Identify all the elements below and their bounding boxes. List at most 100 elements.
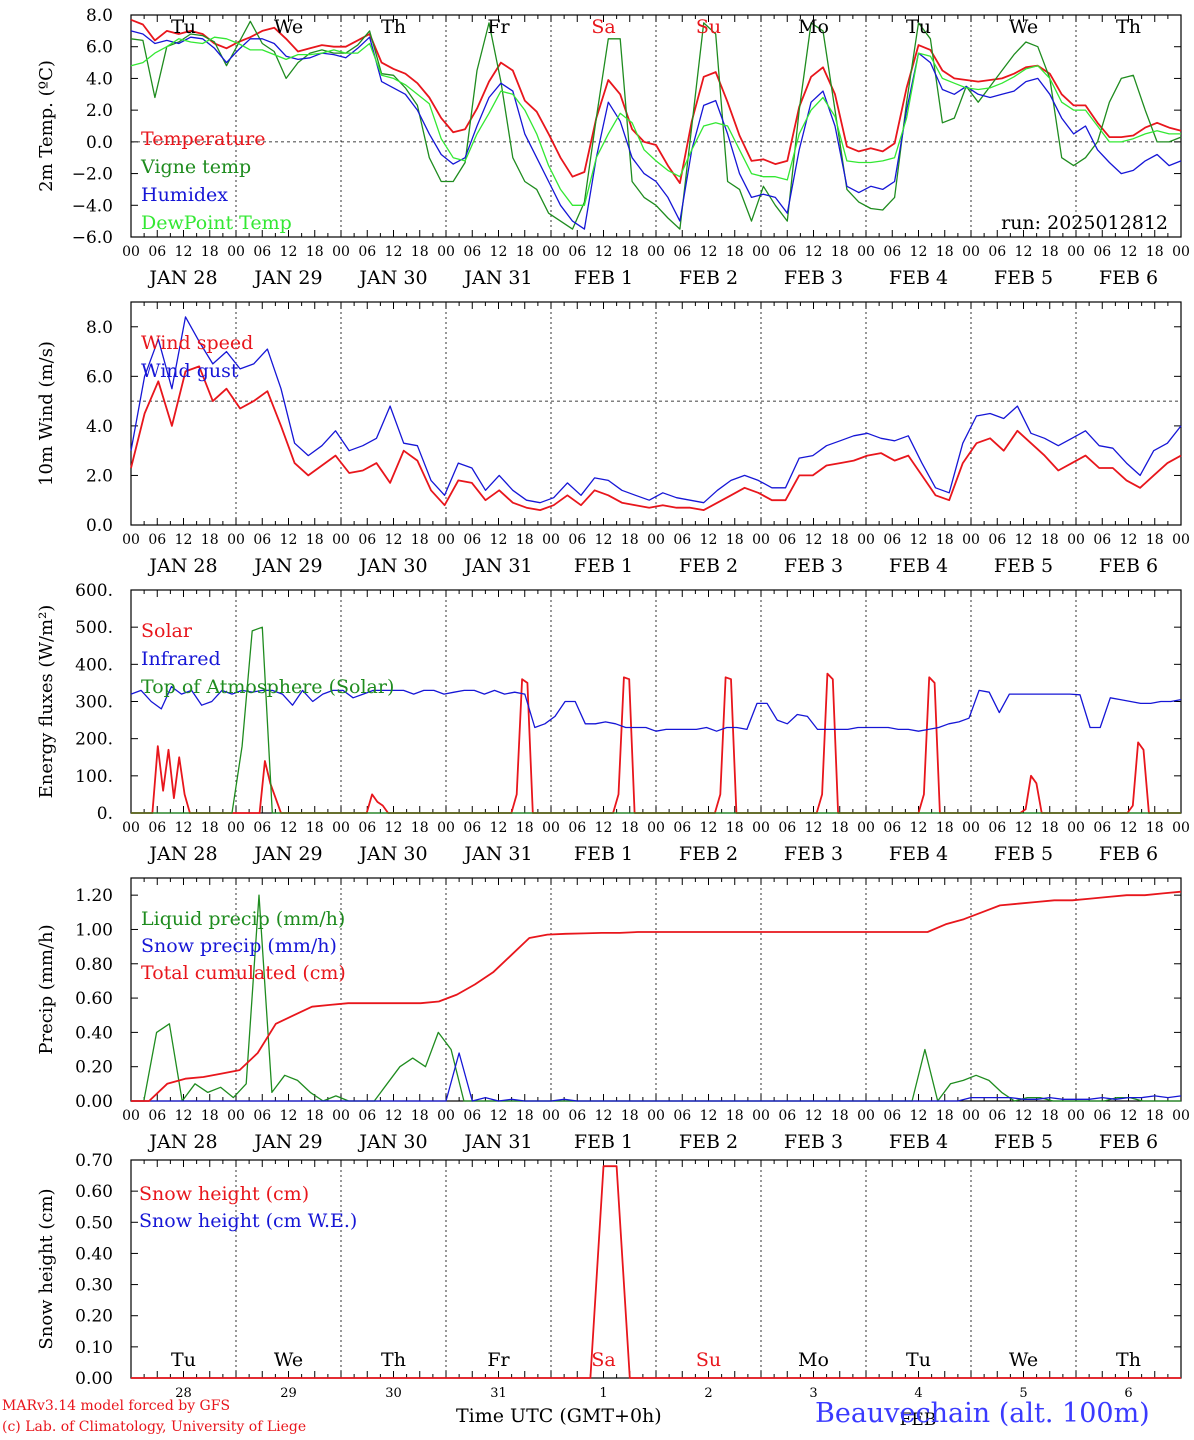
y-tick-label: −2.0 <box>72 165 113 185</box>
hour-tick-label: 12 <box>175 820 193 836</box>
y-tick-label: 0.60 <box>75 989 113 1009</box>
hour-tick-label: 18 <box>1041 1108 1059 1124</box>
hour-tick-label: 12 <box>595 1108 613 1124</box>
hour-tick-label: 18 <box>936 244 954 260</box>
bottom-day-number: 5 <box>1019 1386 1027 1401</box>
hour-tick-label: 06 <box>568 532 586 548</box>
day-label: JAN 30 <box>357 267 427 289</box>
y-axis-label: Snow height (cm) <box>36 1188 57 1349</box>
run-annotation: run: 2025012812 <box>1001 212 1168 234</box>
legend-entry: Humidex <box>141 184 228 206</box>
hour-tick-label: 18 <box>306 1108 324 1124</box>
hour-tick-label: 18 <box>936 1108 954 1124</box>
y-tick-label: 8.0 <box>86 6 113 26</box>
day-label: FEB 2 <box>679 555 738 577</box>
weekday-label: Tu <box>171 1349 196 1371</box>
day-label: JAN 28 <box>147 555 217 577</box>
hour-tick-label: 06 <box>778 244 796 260</box>
hour-tick-label: 18 <box>1041 820 1059 836</box>
legend-entry: Infrared <box>141 648 221 670</box>
hour-tick-label: 18 <box>201 1108 219 1124</box>
hour-tick-label: 18 <box>306 532 324 548</box>
hour-tick-label: 06 <box>778 820 796 836</box>
day-label: JAN 29 <box>252 267 322 289</box>
weekday-label: Fr <box>487 16 510 38</box>
model-credit: MARv3.14 model forced by GFS <box>2 1398 231 1414</box>
legend-entry: Snow height (cm W.E.) <box>139 1210 357 1232</box>
y-tick-label: 0.0 <box>86 133 113 153</box>
hour-tick-label: 06 <box>148 532 166 548</box>
day-label: FEB 6 <box>1099 1131 1158 1153</box>
day-label: FEB 1 <box>574 555 633 577</box>
series-line-infrared <box>130 685 1182 732</box>
y-tick-label: 1.00 <box>75 920 113 940</box>
hour-tick-label: 18 <box>306 244 324 260</box>
hour-tick-label: 00 <box>122 244 140 260</box>
hour-tick-label: 06 <box>673 820 691 836</box>
day-label: JAN 31 <box>462 843 532 865</box>
x-axis-title: Time UTC (GMT+0h) <box>456 1405 662 1427</box>
day-label: FEB 1 <box>574 1131 633 1153</box>
hour-tick-label: 06 <box>253 1108 271 1124</box>
hour-tick-label: 06 <box>148 1108 166 1124</box>
bottom-day-number: 31 <box>490 1386 507 1401</box>
day-label: FEB 3 <box>784 267 843 289</box>
hour-tick-label: 18 <box>201 820 219 836</box>
day-label: JAN 31 <box>462 1131 532 1153</box>
hour-tick-label: 06 <box>1093 532 1111 548</box>
day-label: FEB 3 <box>784 555 843 577</box>
y-tick-label: 0.70 <box>75 1151 113 1171</box>
panel-snow: 0.00 0.10 0.20 0.30 0.40 0.50 0.60 0.70 Snow hei… <box>36 1151 1182 1389</box>
weekday-label: Sa <box>591 1349 615 1371</box>
y-tick-label: 0.40 <box>75 1244 113 1264</box>
hour-tick-label: 06 <box>883 820 901 836</box>
y-axis-label: 10m Wind (m/s) <box>36 341 57 486</box>
hour-tick-label: 18 <box>411 820 429 836</box>
y-tick-label: 400. <box>75 655 113 675</box>
day-label: FEB 2 <box>679 267 738 289</box>
hour-tick-label: 12 <box>385 820 403 836</box>
weekday-label: Th <box>1116 16 1141 38</box>
day-label: FEB 3 <box>784 1131 843 1153</box>
day-label: JAN 30 <box>357 555 427 577</box>
day-label: FEB 1 <box>574 843 633 865</box>
hour-tick-label: 00 <box>857 244 875 260</box>
weekday-label: Su <box>696 1349 721 1371</box>
hour-tick-label: 18 <box>1146 244 1164 260</box>
weekday-label: Su <box>696 16 721 38</box>
hour-tick-label: 18 <box>621 820 639 836</box>
hour-tick-label: 00 <box>122 1108 140 1124</box>
y-tick-label: 100. <box>75 767 113 787</box>
day-label: JAN 29 <box>252 555 322 577</box>
y-tick-label: 6.0 <box>86 367 113 387</box>
hour-tick-label: 06 <box>673 532 691 548</box>
hour-tick-label: 12 <box>595 532 613 548</box>
hour-tick-label: 06 <box>673 244 691 260</box>
y-tick-label: 0.00 <box>75 1369 113 1389</box>
hour-tick-label: 12 <box>700 532 718 548</box>
hour-tick-label: 18 <box>411 532 429 548</box>
hour-tick-label: 06 <box>253 532 271 548</box>
day-label: FEB 6 <box>1099 843 1158 865</box>
hour-tick-label: 18 <box>201 244 219 260</box>
hour-tick-label: 18 <box>621 244 639 260</box>
hour-tick-label: 06 <box>1093 820 1111 836</box>
hour-tick-label: 06 <box>358 820 376 836</box>
weekday-label: Tu <box>171 16 196 38</box>
hour-tick-label: 00 <box>332 532 350 548</box>
hour-tick-label: 00 <box>227 532 245 548</box>
hour-tick-label: 18 <box>831 820 849 836</box>
hour-tick-label: 00 <box>962 532 980 548</box>
panel-precip: 0.00 0.20 0.40 0.60 0.80 1.00 1.20 Precip (mm/h… <box>36 877 1190 1153</box>
y-tick-label: 0.20 <box>75 1307 113 1327</box>
day-label: JAN 31 <box>462 555 532 577</box>
hour-tick-label: 18 <box>621 532 639 548</box>
day-label: FEB 6 <box>1099 267 1158 289</box>
day-label: JAN 28 <box>147 267 217 289</box>
hour-tick-label: 18 <box>411 1108 429 1124</box>
legend-entry: DewPoint Temp <box>141 212 292 234</box>
y-tick-label: 2.0 <box>86 101 113 121</box>
weekday-label: We <box>274 1349 303 1371</box>
day-label: FEB 5 <box>994 1131 1053 1153</box>
